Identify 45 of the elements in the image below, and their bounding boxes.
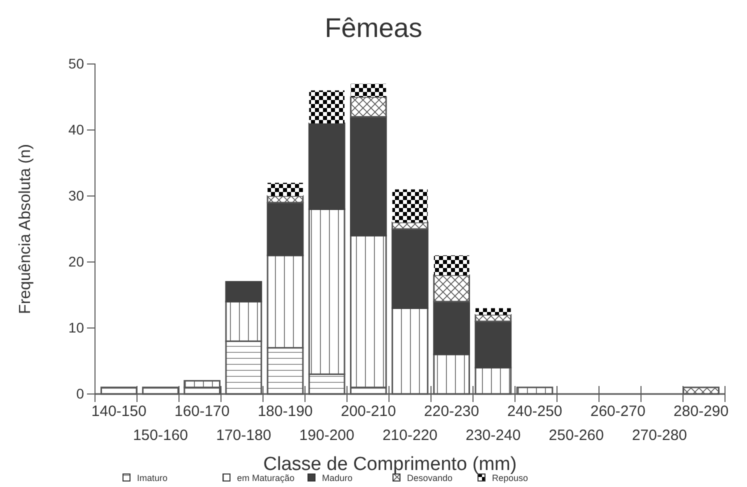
x-tick-label: 230-240 — [466, 427, 521, 444]
x-tick-label: 210-220 — [382, 427, 438, 444]
x-tick-label: 240-250 — [507, 403, 562, 420]
y-tick-label: 10 — [68, 319, 84, 336]
bar — [350, 84, 386, 97]
bar — [266, 202, 304, 256]
x-tick-label: 260-270 — [590, 403, 646, 420]
x-tick-label: 140-150 — [91, 403, 146, 420]
legend-label: Imaturo — [137, 473, 168, 483]
legend-label: Desovando — [407, 473, 453, 483]
x-tick-label: 200-210 — [340, 403, 396, 420]
x-tick-label: 280-290 — [674, 403, 729, 420]
x-tick-label: 180-190 — [258, 403, 313, 420]
y-axis-title: Frequência Absoluta (n) — [17, 144, 34, 314]
x-tick-label: 160-170 — [174, 403, 230, 420]
y-tick-label: 40 — [68, 121, 84, 138]
x-tick-label: 220-230 — [424, 403, 480, 420]
bar — [225, 281, 262, 302]
x-tick-label: 270-280 — [632, 427, 688, 444]
legend-label: Repouso — [492, 473, 528, 483]
legend-label: Maduro — [322, 473, 353, 483]
legend-label: em Maturação — [237, 473, 295, 483]
x-tick-label: 250-260 — [548, 427, 604, 444]
bar — [433, 300, 470, 356]
bar — [266, 195, 304, 204]
bar — [434, 255, 470, 276]
x-tick-label: 150-160 — [132, 427, 188, 444]
bar — [309, 90, 345, 124]
chart-title: Fêmeas — [324, 13, 422, 43]
y-tick-label: 30 — [68, 187, 84, 204]
y-tick-label: 20 — [68, 253, 84, 270]
bar — [392, 222, 428, 230]
x-axis-title: Classe de Comprimento (mm) — [263, 454, 517, 475]
bar — [433, 274, 470, 302]
bar — [474, 320, 512, 368]
bar — [350, 96, 387, 118]
bar — [350, 116, 387, 236]
x-tick-label: 170-180 — [216, 427, 272, 444]
y-tick-label: 0 — [76, 385, 84, 402]
bar — [392, 189, 428, 222]
bar — [475, 308, 511, 315]
bar — [308, 122, 346, 210]
x-tick-label: 190-200 — [299, 427, 354, 444]
bar — [392, 228, 428, 309]
y-tick-label: 50 — [68, 55, 84, 72]
